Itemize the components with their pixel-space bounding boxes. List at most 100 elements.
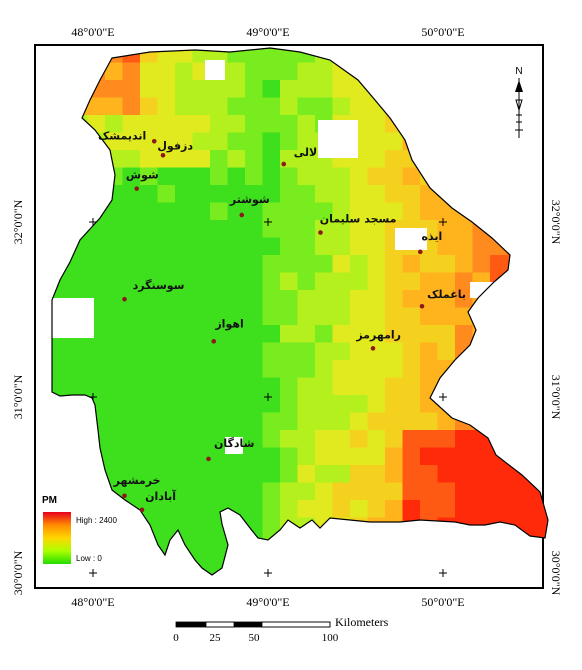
raster-cell xyxy=(227,290,246,308)
raster-cell xyxy=(192,48,211,63)
raster-cell xyxy=(175,167,193,186)
raster-cell xyxy=(262,447,281,466)
raster-cell xyxy=(157,150,176,168)
raster-cell xyxy=(210,412,228,431)
raster-cell xyxy=(542,255,548,273)
raster-cell xyxy=(402,255,421,273)
raster-cell xyxy=(122,482,141,501)
raster-cell xyxy=(245,465,263,483)
raster-cell xyxy=(315,290,333,308)
raster-cell xyxy=(385,395,403,413)
raster-cell xyxy=(385,325,403,343)
raster-cell xyxy=(350,272,368,291)
raster-cell xyxy=(227,237,246,256)
raster-cell xyxy=(367,290,386,308)
raster-cell xyxy=(140,237,158,256)
raster-cell xyxy=(297,395,316,413)
raster-cell xyxy=(227,272,246,291)
raster-cell xyxy=(542,272,548,291)
raster-cell xyxy=(105,377,123,396)
raster-cell xyxy=(192,132,211,151)
raster-cell xyxy=(227,325,246,343)
raster-cell xyxy=(262,80,281,98)
city-marker xyxy=(211,339,217,344)
scale-tick-25: 25 xyxy=(210,632,222,644)
city-label: اندیمشک xyxy=(98,129,146,142)
raster-cell xyxy=(245,220,263,238)
raster-cell xyxy=(192,342,211,361)
raster-cell xyxy=(140,395,158,413)
raster-cell xyxy=(140,482,158,501)
raster-cell xyxy=(367,342,386,361)
raster-cell xyxy=(280,377,298,396)
raster-cell xyxy=(53,588,71,606)
raster-cell xyxy=(87,97,106,116)
raster-cell xyxy=(87,360,106,378)
raster-cell xyxy=(245,115,263,133)
raster-cell xyxy=(332,220,351,238)
raster-cell xyxy=(420,202,438,221)
lon-label-bottom-49: 49°0'0"E xyxy=(246,595,289,609)
raster-cell xyxy=(245,97,263,116)
raster-cell xyxy=(367,115,386,133)
raster-cell xyxy=(542,80,548,98)
raster-cell xyxy=(472,447,491,466)
legend-color-ramp xyxy=(43,512,71,564)
raster-cell xyxy=(542,115,548,133)
raster-cell xyxy=(280,185,298,203)
raster-cell xyxy=(350,220,368,238)
raster-cell xyxy=(367,325,386,343)
raster-cell xyxy=(525,517,543,536)
raster-cell xyxy=(140,115,158,133)
raster-cell xyxy=(350,430,368,448)
raster-cell xyxy=(210,167,228,186)
raster-cell xyxy=(542,517,548,536)
raster-cell xyxy=(227,220,246,238)
raster-cell xyxy=(297,202,316,221)
raster-cell xyxy=(385,342,403,361)
city-marker xyxy=(419,303,425,309)
raster-cell xyxy=(210,272,228,291)
raster-cell xyxy=(367,220,386,238)
raster-cell xyxy=(507,482,526,501)
city-marker xyxy=(122,493,127,499)
raster-cell xyxy=(157,395,176,413)
lat-label-right-30: 30°0'0"N xyxy=(549,551,563,596)
raster-cell xyxy=(192,430,211,448)
raster-cell xyxy=(140,588,158,606)
raster-cell xyxy=(280,115,298,133)
raster-cell xyxy=(420,447,438,466)
raster-cell xyxy=(367,465,386,483)
raster-cell xyxy=(227,465,246,483)
raster-cell xyxy=(542,48,548,63)
raster-cell xyxy=(385,447,403,466)
raster-cell xyxy=(227,62,246,81)
raster-cell xyxy=(157,412,176,431)
raster-cell xyxy=(297,237,316,256)
raster-cell xyxy=(280,80,298,98)
raster-cell xyxy=(350,325,368,343)
raster-cell xyxy=(402,412,421,431)
raster-cell xyxy=(262,395,281,413)
raster-cell xyxy=(315,377,333,396)
raster-cell xyxy=(192,517,211,536)
raster-cell xyxy=(175,377,193,396)
raster-cell xyxy=(227,395,246,413)
raster-cell xyxy=(280,48,298,63)
raster-cell xyxy=(87,237,106,256)
raster-cell xyxy=(297,307,316,326)
raster-cell xyxy=(245,237,263,256)
raster-cell xyxy=(262,150,281,168)
raster-cell xyxy=(542,325,548,343)
raster-cell xyxy=(157,272,176,291)
raster-cell xyxy=(472,482,491,501)
raster-cell xyxy=(490,500,508,518)
raster-cell xyxy=(315,342,333,361)
raster-cell xyxy=(175,62,193,81)
raster-cell xyxy=(297,62,316,81)
raster-cell xyxy=(350,255,368,273)
raster-cell xyxy=(157,255,176,273)
raster-cell xyxy=(437,237,456,256)
lon-label-bottom-48: 48°0'0"E xyxy=(71,595,114,609)
raster-cell xyxy=(192,202,211,221)
